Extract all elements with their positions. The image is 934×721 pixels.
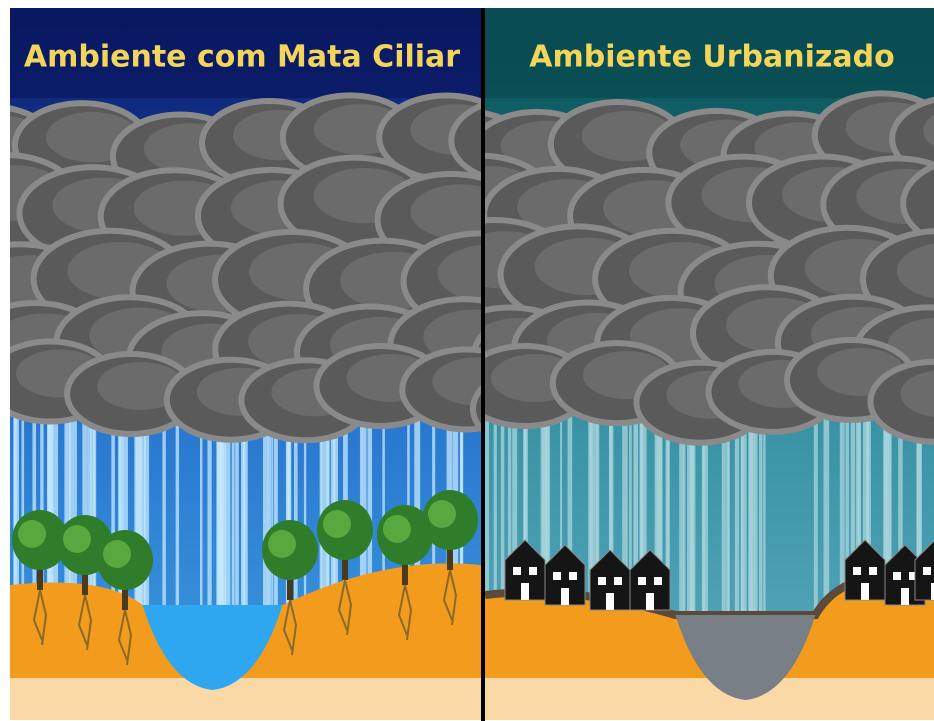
door: [561, 588, 569, 605]
door: [646, 593, 654, 610]
door: [861, 583, 869, 600]
window: [513, 567, 521, 575]
foliage-light: [18, 520, 46, 548]
sand: [485, 678, 934, 721]
window: [614, 577, 622, 585]
window: [654, 577, 662, 585]
window: [569, 572, 577, 580]
scene: Ambiente com Mata Ciliar Ambiente Urbani…: [0, 0, 934, 721]
window: [869, 567, 877, 575]
window: [893, 572, 901, 580]
door: [521, 583, 529, 600]
window: [598, 577, 606, 585]
door: [901, 588, 909, 605]
foliage-light: [63, 525, 91, 553]
window: [553, 572, 561, 580]
foliage-light: [323, 510, 351, 538]
window: [853, 567, 861, 575]
window: [638, 577, 646, 585]
foliage-light: [268, 530, 296, 558]
window: [923, 567, 931, 575]
door: [606, 593, 614, 610]
foliage-light: [428, 500, 456, 528]
foliage-light: [383, 515, 411, 543]
window: [529, 567, 537, 575]
foliage-light: [103, 540, 131, 568]
left-title: Ambiente com Mata Ciliar: [24, 40, 460, 75]
sand: [10, 678, 481, 721]
right-title: Ambiente Urbanizado: [529, 40, 894, 75]
